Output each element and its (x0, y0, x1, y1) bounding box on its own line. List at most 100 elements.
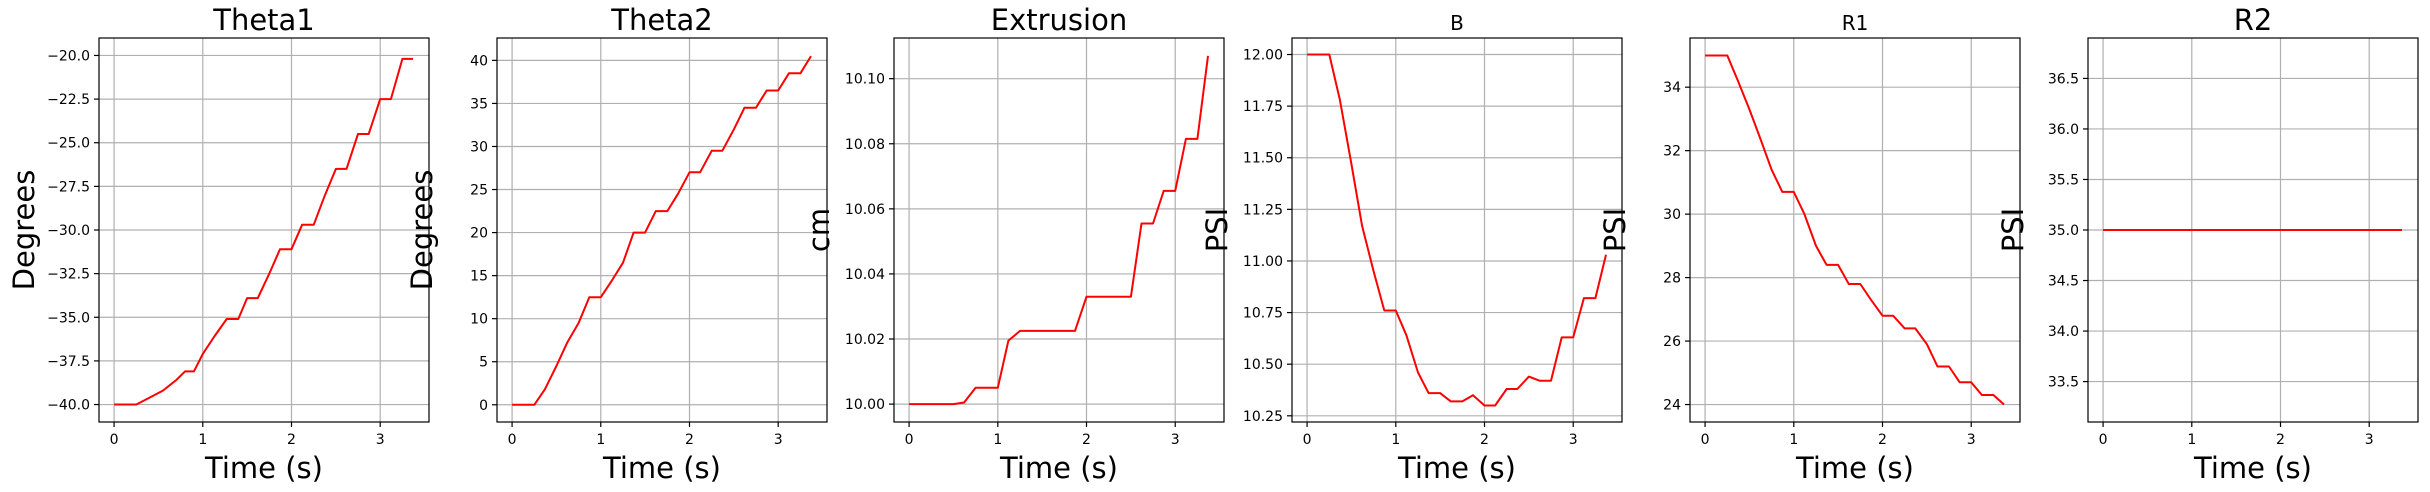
chart-2-y-tick-label-2: 10 (470, 312, 488, 328)
chart-4-panel: 0 1 2 3 10.25 10.50 10.75 11.00 11.25 11.50 11.75 1… (1200, 11, 1623, 485)
chart-4-y-tick-label-4: 11.25 (1243, 202, 1283, 218)
chart-5-title: R1 (1842, 11, 1869, 35)
chart-5-panel: 0 1 2 3 24 26 28 30 32 34 R1 Time (s) PSI (1598, 11, 2021, 485)
chart-6-title: R2 (2234, 3, 2273, 37)
chart-2-y-tick-label-5: 25 (470, 183, 488, 199)
chart-2-y-tick-label-6: 30 (470, 139, 488, 155)
chart-5-x-tick-label-2: 2 (1878, 432, 1887, 448)
chart-6-y-axis-label: PSI (1996, 208, 2030, 252)
chart-6-panel: 0 1 2 3 33.5 34.0 34.5 35.0 35.5 36.0 36.5 R2 Time (… (1996, 3, 2419, 485)
chart-3-y-tick-label-1: 10.02 (845, 332, 885, 348)
chart-4-x-tick-label-3: 3 (1569, 432, 1578, 448)
chart-5-y-tick-label-3: 30 (1663, 207, 1681, 223)
chart-5-x-axis-label: Time (s) (1795, 451, 1914, 485)
chart-2-x-tick-label-2: 2 (685, 432, 694, 448)
chart-3-x-tick-label-0: 0 (905, 432, 914, 448)
chart-1-y-tick-label-7: −22.5 (47, 92, 90, 108)
chart-6-y-tick-label-1: 34.0 (2048, 324, 2079, 340)
chart-5-series-line-0 (1705, 54, 2005, 406)
chart-3-series-line-0 (909, 55, 1209, 406)
chart-5-x-tick-label-0: 0 (1701, 432, 1710, 448)
chart-3-x-tick-label-2: 2 (1082, 432, 1091, 448)
chart-1-x-axis-label: Time (s) (204, 451, 323, 485)
chart-6-x-tick-label-0: 0 (2099, 432, 2108, 448)
chart-4-y-axis-label: PSI (1200, 208, 1234, 252)
chart-2-x-axis-label: Time (s) (602, 451, 721, 485)
chart-2-y-tick-label-8: 40 (470, 53, 488, 69)
chart-3-x-axis-label: Time (s) (999, 451, 1118, 485)
chart-2-x-tick-label-0: 0 (508, 432, 517, 448)
chart-2-y-tick-label-3: 15 (470, 269, 488, 285)
chart-4-y-tick-label-1: 10.50 (1243, 357, 1283, 373)
chart-1-title: Theta1 (212, 3, 315, 37)
chart-4-x-tick-label-1: 1 (1391, 432, 1400, 448)
chart-3-panel: 0 1 2 3 10.00 10.02 10.04 10.06 10.08 10.10 Extrus… (802, 3, 1225, 485)
chart-5-y-tick-label-5: 34 (1663, 80, 1681, 96)
chart-3-x-tick-label-1: 1 (993, 432, 1002, 448)
chart-1-y-tick-label-1: −37.5 (47, 354, 90, 370)
chart-2-y-tick-label-1: 5 (479, 355, 488, 371)
chart-3-y-axis-label: cm (802, 208, 836, 252)
chart-6-y-tick-label-3: 35.0 (2048, 223, 2079, 239)
chart-5-y-tick-label-2: 28 (1663, 271, 1681, 287)
chart-2-x-tick-label-3: 3 (774, 432, 783, 448)
chart-1-x-tick-label-0: 0 (110, 432, 119, 448)
chart-1-panel: 0 1 2 3 −40.0 −37.5 −35.0 −32.5 −30.0 −27.5 −25.0 −… (7, 3, 430, 485)
chart-1-y-tick-label-2: −35.0 (47, 310, 90, 326)
chart-2-y-tick-label-4: 20 (470, 226, 488, 242)
chart-6-y-tick-label-0: 33.5 (2048, 375, 2079, 391)
chart-4-y-tick-label-0: 10.25 (1243, 409, 1283, 425)
chart-6-y-tick-label-4: 35.5 (2048, 172, 2079, 188)
chart-1-x-tick-label-1: 1 (198, 432, 207, 448)
chart-4-y-tick-label-2: 10.75 (1243, 306, 1283, 322)
chart-1-x-tick-label-3: 3 (376, 432, 385, 448)
chart-1-x-tick-label-2: 2 (287, 432, 296, 448)
chart-4-x-axis-label: Time (s) (1397, 451, 1516, 485)
chart-5-y-tick-label-1: 26 (1663, 334, 1681, 350)
chart-1-series-line-0 (114, 57, 413, 406)
chart-3-y-tick-label-5: 10.10 (845, 72, 885, 88)
chart-1-y-tick-label-8: −20.0 (47, 48, 90, 64)
chart-2-x-tick-label-1: 1 (596, 432, 605, 448)
chart-5-plot-frame (1689, 37, 2021, 423)
chart-1-y-tick-label-6: −25.0 (47, 136, 90, 152)
chart-5-y-axis-label: PSI (1598, 208, 1632, 252)
chart-1-y-axis-label: Degrees (7, 170, 41, 291)
chart-3-title: Extrusion (991, 3, 1127, 37)
chart-4-x-tick-label-2: 2 (1480, 432, 1489, 448)
chart-4-plot-frame (1291, 37, 1623, 423)
chart-3-plot-frame (893, 37, 1225, 423)
chart-3-y-tick-label-3: 10.06 (845, 202, 885, 218)
chart-1-y-tick-label-0: −40.0 (47, 398, 90, 414)
chart-3-y-tick-label-4: 10.08 (845, 137, 885, 153)
chart-1-y-tick-label-4: −30.0 (47, 223, 90, 239)
chart-6-y-tick-label-6: 36.5 (2048, 71, 2079, 87)
chart-4-title: B (1450, 11, 1464, 35)
chart-2-y-tick-label-0: 0 (479, 398, 488, 414)
chart-5-y-tick-label-4: 32 (1663, 144, 1681, 160)
chart-2-plot-frame (496, 37, 828, 423)
chart-5-y-tick-label-0: 24 (1663, 398, 1681, 414)
chart-5-x-tick-label-3: 3 (1967, 432, 1976, 448)
chart-2-y-axis-label: Degrees (405, 170, 439, 291)
chart-2-series-line-0 (512, 55, 812, 406)
chart-2-title: Theta2 (610, 3, 713, 37)
chart-3-y-tick-label-0: 10.00 (845, 397, 885, 413)
chart-1-y-tick-label-3: −32.5 (47, 267, 90, 283)
chart-6-x-axis-label: Time (s) (2193, 451, 2312, 485)
chart-4-series-line-0 (1307, 53, 1607, 407)
chart-4-y-tick-label-7: 12.00 (1243, 48, 1283, 64)
chart-3-y-tick-label-2: 10.04 (845, 267, 885, 283)
chart-6-x-tick-label-1: 1 (2187, 432, 2196, 448)
chart-4-y-tick-label-5: 11.50 (1243, 151, 1283, 167)
chart-6-y-tick-label-2: 34.5 (2048, 274, 2079, 290)
chart-6-x-tick-label-2: 2 (2276, 432, 2285, 448)
chart-6-x-tick-label-3: 3 (2365, 432, 2374, 448)
chart-4-y-tick-label-6: 11.75 (1243, 99, 1283, 115)
chart-5-x-tick-label-1: 1 (1789, 432, 1798, 448)
chart-6-y-tick-label-5: 36.0 (2048, 122, 2079, 138)
chart-3-x-tick-label-3: 3 (1171, 432, 1180, 448)
chart-1-y-tick-label-5: −27.5 (47, 179, 90, 195)
